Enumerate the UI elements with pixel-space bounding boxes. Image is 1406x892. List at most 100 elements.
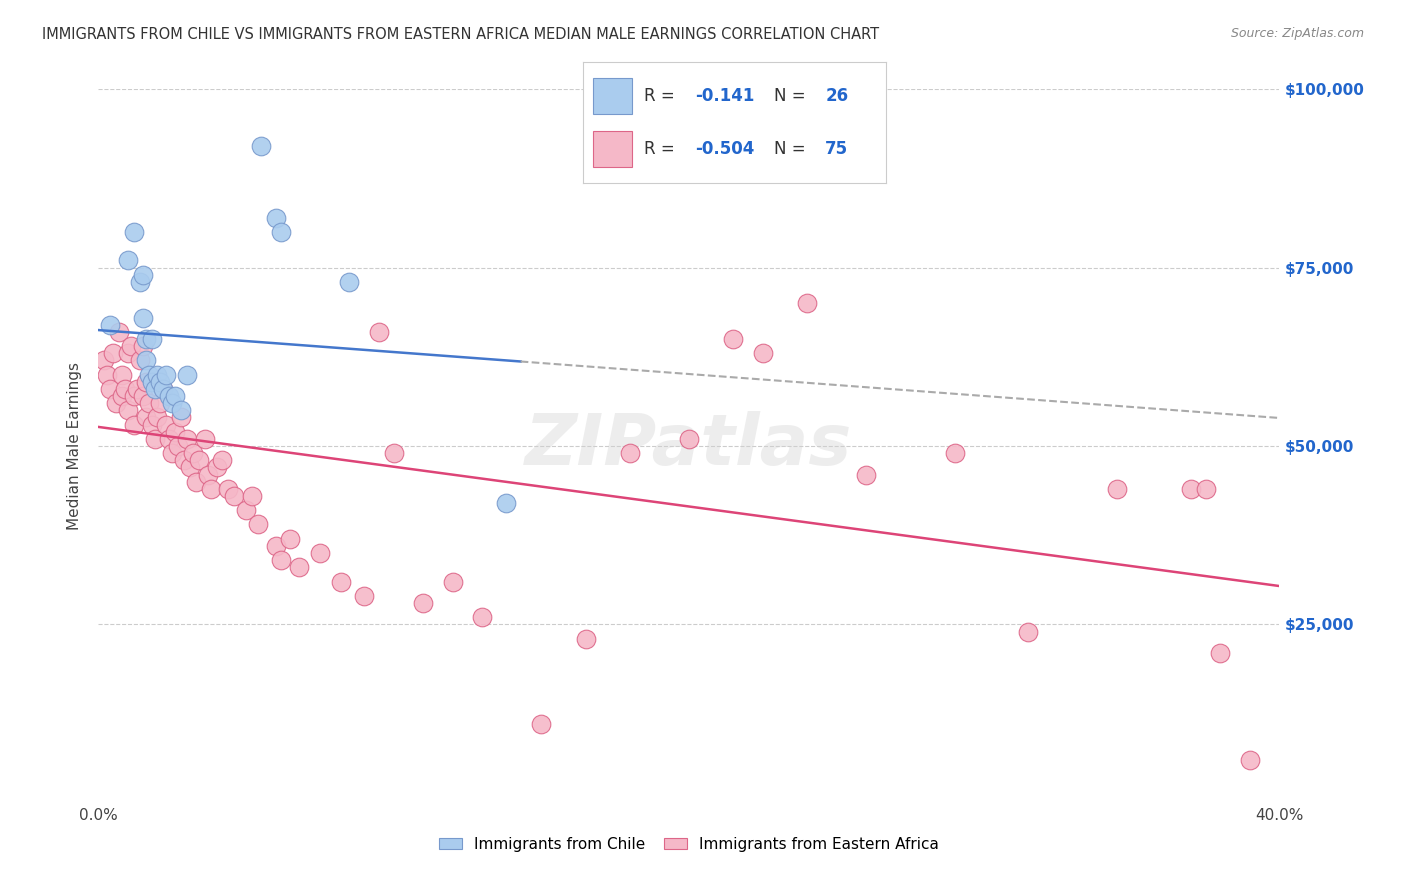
Point [111, 368, 134, 382]
Point [309, 546, 332, 560]
Point [122, 417, 145, 432]
Point [194, 432, 217, 446]
Point [353, 589, 375, 603]
Point [155, 417, 177, 432]
Point [141, 332, 163, 346]
Point [752, 346, 775, 360]
Point [176, 368, 198, 382]
Point [184, 475, 207, 489]
Point [179, 460, 201, 475]
Point [108, 325, 131, 339]
Point [855, 467, 877, 482]
Point [575, 632, 598, 646]
Point [146, 410, 169, 425]
Point [441, 574, 464, 589]
Point [125, 382, 148, 396]
Point [368, 325, 391, 339]
Point [117, 346, 139, 360]
Point [120, 339, 142, 353]
Point [1209, 646, 1232, 660]
Point [250, 139, 273, 153]
Point [197, 467, 219, 482]
Point [176, 432, 198, 446]
Point [138, 368, 160, 382]
Text: -0.504: -0.504 [696, 140, 755, 158]
Point [122, 389, 145, 403]
Point [240, 489, 263, 503]
Point [382, 446, 405, 460]
Point [146, 368, 169, 382]
Point [1018, 624, 1040, 639]
Point [224, 489, 246, 503]
Point [235, 503, 257, 517]
Point [165, 389, 187, 403]
Point [200, 482, 222, 496]
Point [217, 482, 239, 496]
Point [943, 446, 966, 460]
Text: R =: R = [644, 140, 681, 158]
Point [170, 410, 193, 425]
Point [141, 375, 163, 389]
Bar [592, 78, 631, 114]
Legend: Immigrants from Chile, Immigrants from Eastern Africa: Immigrants from Chile, Immigrants from E… [432, 829, 946, 859]
Point [114, 382, 136, 396]
Point [96, 368, 118, 382]
Point [162, 396, 183, 410]
Point [132, 268, 155, 282]
Point [128, 353, 150, 368]
Point [105, 396, 128, 410]
Point [288, 560, 311, 574]
Point [141, 417, 163, 432]
Point [264, 539, 287, 553]
Point [1195, 482, 1218, 496]
Point [187, 453, 209, 467]
Point [412, 596, 434, 610]
Text: Source: ZipAtlas.com: Source: ZipAtlas.com [1230, 27, 1364, 40]
Point [128, 275, 150, 289]
Point [678, 432, 700, 446]
Point [170, 403, 193, 417]
Point [165, 425, 187, 439]
Text: R =: R = [644, 87, 681, 105]
Point [495, 496, 517, 510]
Point [155, 368, 177, 382]
Y-axis label: Median Male Earnings: Median Male Earnings [67, 362, 83, 530]
Bar [592, 131, 631, 167]
Point [93, 353, 115, 368]
Point [173, 453, 195, 467]
Point [329, 574, 352, 589]
Point [723, 332, 745, 346]
Point [135, 332, 157, 346]
Point [211, 453, 233, 467]
Point [117, 253, 139, 268]
Point [98, 318, 121, 332]
Point [143, 382, 166, 396]
Point [152, 382, 174, 396]
Point [132, 310, 155, 325]
Point [117, 403, 139, 417]
Point [135, 375, 157, 389]
Point [205, 460, 228, 475]
Text: N =: N = [773, 140, 811, 158]
Text: -0.141: -0.141 [696, 87, 755, 105]
Point [132, 389, 155, 403]
Point [138, 396, 160, 410]
Point [270, 553, 292, 567]
Point [111, 389, 134, 403]
Point [619, 446, 641, 460]
Point [132, 339, 155, 353]
Point [152, 382, 174, 396]
Point [270, 225, 292, 239]
Text: 26: 26 [825, 87, 848, 105]
Point [264, 211, 287, 225]
Point [135, 410, 157, 425]
Point [98, 382, 121, 396]
Text: ZIPatlas: ZIPatlas [526, 411, 852, 481]
Point [1180, 482, 1202, 496]
Point [471, 610, 494, 624]
Point [149, 396, 172, 410]
Point [167, 439, 190, 453]
Point [1107, 482, 1129, 496]
Point [149, 375, 172, 389]
Point [181, 446, 204, 460]
